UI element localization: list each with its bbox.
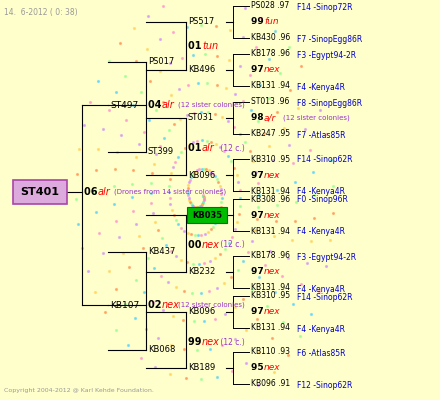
- Text: F3 -Egypt94-2R: F3 -Egypt94-2R: [297, 50, 356, 60]
- Text: 99: 99: [251, 18, 267, 26]
- Text: (12 c.): (12 c.): [218, 240, 245, 250]
- Text: 97: 97: [251, 210, 267, 220]
- Text: KB178 .96: KB178 .96: [251, 252, 290, 260]
- Text: PS028 .97: PS028 .97: [251, 2, 289, 10]
- Text: (12 sister colonies): (12 sister colonies): [283, 115, 350, 121]
- Text: nex: nex: [162, 300, 180, 310]
- Text: F4 -Kenya4R: F4 -Kenya4R: [297, 324, 345, 334]
- Text: F4 -Kenya4R: F4 -Kenya4R: [297, 82, 345, 92]
- Text: F14 -Sinop62R: F14 -Sinop62R: [297, 292, 352, 302]
- FancyBboxPatch shape: [13, 180, 67, 204]
- Text: KB247 .95: KB247 .95: [251, 130, 290, 138]
- Text: KB308 .96: KB308 .96: [251, 194, 290, 204]
- Text: KB131 .94: KB131 .94: [251, 226, 290, 236]
- Text: F12 -Sinop62R: F12 -Sinop62R: [297, 380, 352, 390]
- Text: KB096 .91: KB096 .91: [251, 380, 290, 388]
- Text: tun: tun: [202, 41, 218, 51]
- FancyBboxPatch shape: [187, 207, 227, 223]
- Text: KB131 .94: KB131 .94: [251, 82, 290, 90]
- Text: KB068: KB068: [148, 346, 176, 354]
- Text: KB496: KB496: [188, 66, 215, 74]
- Text: F0 -Sinop96R: F0 -Sinop96R: [297, 196, 348, 204]
- Text: KB178 .96: KB178 .96: [251, 50, 290, 58]
- Text: 01: 01: [188, 143, 205, 153]
- Text: nex: nex: [264, 268, 281, 276]
- Text: ST497: ST497: [110, 100, 138, 110]
- Text: nex: nex: [264, 308, 281, 316]
- Text: KB437: KB437: [148, 248, 176, 256]
- Text: KB131 .94: KB131 .94: [251, 324, 290, 332]
- Text: 98: 98: [251, 114, 267, 122]
- Text: 00: 00: [188, 240, 205, 250]
- Text: KB131 .94: KB131 .94: [251, 186, 290, 196]
- Text: F7 -Atlas85R: F7 -Atlas85R: [297, 130, 345, 140]
- Text: F3 -Egypt94-2R: F3 -Egypt94-2R: [297, 252, 356, 262]
- Text: ST031: ST031: [188, 114, 214, 122]
- Text: (12 sister colonies): (12 sister colonies): [178, 302, 245, 308]
- Text: KB430 .96: KB430 .96: [251, 34, 290, 42]
- Text: nex: nex: [264, 66, 281, 74]
- Text: 97: 97: [251, 308, 267, 316]
- Text: (12 c.): (12 c.): [218, 338, 245, 346]
- Text: ST013 .96: ST013 .96: [251, 98, 290, 106]
- Text: nex: nex: [202, 240, 220, 250]
- Text: 99: 99: [188, 337, 205, 347]
- Text: KB035: KB035: [192, 210, 222, 220]
- Text: nex: nex: [264, 210, 281, 220]
- Text: 97: 97: [251, 170, 267, 180]
- Text: F4 -Kenya4R: F4 -Kenya4R: [297, 228, 345, 236]
- Text: (12 c.): (12 c.): [218, 144, 245, 152]
- Text: KB107: KB107: [110, 300, 139, 310]
- Text: nex: nex: [202, 337, 220, 347]
- Text: 02: 02: [148, 300, 165, 310]
- Text: KB096: KB096: [188, 308, 215, 316]
- Text: KB232: KB232: [188, 268, 215, 276]
- Text: nex: nex: [264, 170, 281, 180]
- Text: KB131 .94: KB131 .94: [251, 284, 290, 292]
- Text: KB310 .95: KB310 .95: [251, 154, 290, 164]
- Text: ST399: ST399: [148, 148, 174, 156]
- Text: nex: nex: [264, 364, 281, 372]
- Text: 14.  6-2012 ( 0: 38): 14. 6-2012 ( 0: 38): [4, 8, 77, 17]
- Text: 97: 97: [251, 66, 267, 74]
- Text: F4 -Kenya4R: F4 -Kenya4R: [297, 188, 345, 196]
- Text: (Drones from 14 sister colonies): (Drones from 14 sister colonies): [114, 189, 226, 195]
- Text: PS017: PS017: [148, 58, 174, 66]
- Text: 01: 01: [188, 41, 205, 51]
- Text: KB189: KB189: [188, 364, 215, 372]
- Text: KB310 .95: KB310 .95: [251, 292, 290, 300]
- Text: alr: alr: [162, 100, 175, 110]
- Text: PS517: PS517: [188, 18, 214, 26]
- Text: KB110 .93: KB110 .93: [251, 348, 290, 356]
- Text: F7 -SinopEgg86R: F7 -SinopEgg86R: [297, 34, 362, 44]
- Text: (12 sister colonies): (12 sister colonies): [178, 102, 245, 108]
- Text: Copyright 2004-2012 @ Karl Kehde Foundation.: Copyright 2004-2012 @ Karl Kehde Foundat…: [4, 388, 154, 393]
- Text: F4 -Kenya4R: F4 -Kenya4R: [297, 284, 345, 294]
- Text: alr: alr: [98, 187, 111, 197]
- Text: F14 -Sinop72R: F14 -Sinop72R: [297, 2, 352, 12]
- Text: F6 -Atlas85R: F6 -Atlas85R: [297, 348, 345, 358]
- Text: 97: 97: [251, 268, 267, 276]
- Text: 06: 06: [84, 187, 101, 197]
- Text: fun: fun: [264, 18, 279, 26]
- Text: F14 -Sinop62R: F14 -Sinop62R: [297, 156, 352, 164]
- Text: 04: 04: [148, 100, 165, 110]
- Text: F8 -SinopEgg86R: F8 -SinopEgg86R: [297, 98, 362, 108]
- Text: a/r: a/r: [264, 114, 276, 122]
- Text: ST401: ST401: [21, 187, 59, 197]
- Text: 95: 95: [251, 364, 267, 372]
- Text: alr: alr: [202, 143, 215, 153]
- Text: KB096: KB096: [188, 170, 215, 180]
